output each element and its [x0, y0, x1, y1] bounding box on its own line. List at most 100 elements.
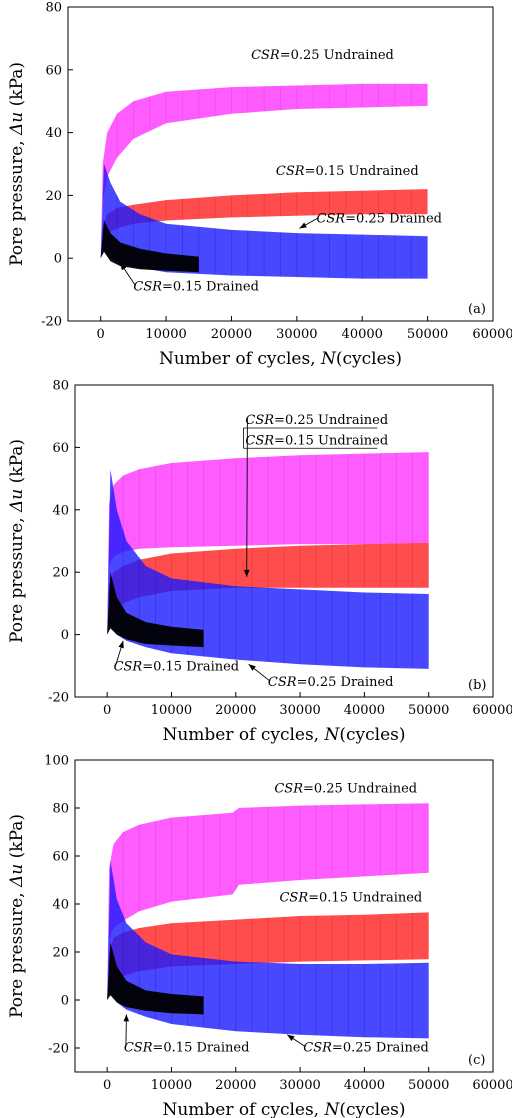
y-axis-label-unit: (kPa) — [7, 62, 27, 112]
x-tick-label: 10000 — [151, 703, 192, 718]
x-tick-label: 10000 — [145, 327, 186, 342]
y-tick-label: 40 — [45, 126, 62, 141]
y-tick-label: -20 — [48, 691, 69, 706]
annotation-var: CSR — [251, 48, 280, 63]
annotation-text: =0.15 Undrained — [274, 433, 388, 448]
series-band-4 — [100, 220, 199, 273]
y-axis-label-var: Δu — [7, 489, 27, 513]
annotation-arrowhead — [118, 640, 124, 649]
series-band-2 — [107, 912, 429, 1000]
y-tick-label: 20 — [52, 566, 69, 581]
y-axis-label-text: Pore pressure, — [7, 887, 27, 1018]
y-tick-label: 40 — [52, 503, 69, 518]
annotation-label-2: CSR=0.15 Undrained — [279, 891, 422, 906]
y-tick-label: 80 — [52, 379, 69, 394]
y-tick-label: 20 — [45, 189, 62, 204]
series-band-2 — [107, 542, 429, 635]
x-tick-label: 60000 — [472, 1078, 512, 1093]
y-axis-label-text: Pore pressure, — [7, 512, 27, 643]
y-axis-label-unit: (kPa) — [7, 439, 27, 489]
annotation-label-1: CSR=0.25 Undrained — [274, 781, 417, 796]
plot-area — [107, 803, 429, 1039]
y-tick-label: 20 — [52, 946, 69, 961]
x-tick-label: 0 — [103, 1078, 111, 1093]
annotation-text: =0.15 Undrained — [305, 164, 419, 179]
series-band-3 — [100, 164, 428, 279]
y-tick-label: -20 — [41, 315, 62, 330]
chart-panel-1: 0 10000 20000 30000 40000 50000 60000 -20 0 20 40 6… — [7, 1, 512, 370]
annotation-arrowhead — [287, 1034, 295, 1041]
annotation-label-4: CSR=0.15 Drained — [133, 280, 259, 295]
x-axis-label-var: N — [324, 1100, 341, 1118]
x-axis-label-var: N — [320, 349, 337, 369]
y-tick-label: 0 — [61, 628, 69, 643]
x-tick-label: 0 — [97, 327, 105, 342]
y-tick-label: 60 — [52, 441, 69, 456]
annotation-var: CSR — [124, 1041, 153, 1056]
series-band-3 — [107, 860, 429, 1039]
annotation-arrowhead — [248, 664, 256, 671]
annotation-text: =0.25 Undrained — [274, 413, 388, 428]
y-tick-label: 60 — [52, 850, 69, 865]
y-tick-label: 0 — [54, 252, 62, 267]
annotation-label-3: CSR=0.25 Drained — [268, 675, 394, 690]
annotation-var: CSR — [245, 413, 274, 428]
panel-label: (b) — [468, 678, 486, 693]
y-axis-label: Pore pressure, Δu (kPa) — [7, 439, 27, 643]
annotation-text: =0.15 Undrained — [308, 891, 422, 906]
annotation-var: CSR — [276, 164, 305, 179]
annotation-text: =0.15 Drained — [142, 659, 239, 674]
annotation-var: CSR — [279, 891, 308, 906]
annotation-text: =0.25 Drained — [297, 675, 394, 690]
x-tick-label: 20000 — [215, 703, 256, 718]
annotation-label-2: CSR=0.15 Undrained — [245, 433, 388, 448]
annotation-var: CSR — [245, 433, 274, 448]
x-axis-label-unit: (cycles) — [339, 1100, 405, 1118]
panel-label: (a) — [468, 302, 486, 317]
annotation-arrowhead — [299, 222, 307, 229]
x-tick-label: 50000 — [408, 703, 449, 718]
annotation-label-1: CSR=0.25 Undrained — [245, 413, 388, 428]
x-tick-label: 40000 — [344, 1078, 385, 1093]
annotation-var: CSR — [274, 781, 303, 796]
x-tick-label: 30000 — [279, 1078, 320, 1093]
series-band-4 — [107, 572, 204, 648]
x-tick-label: 40000 — [342, 327, 383, 342]
y-tick-label: 60 — [45, 63, 62, 78]
x-tick-label: 20000 — [215, 1078, 256, 1093]
x-tick-label: 0 — [103, 703, 111, 718]
x-tick-label: 30000 — [276, 327, 317, 342]
y-axis-label-unit: (kPa) — [7, 814, 27, 864]
x-axis-label-unit: (cycles) — [339, 725, 405, 745]
x-axis-label-text: Number of cycles, — [162, 725, 324, 745]
x-axis-label-text: Number of cycles, — [159, 349, 321, 369]
y-axis-label-var: Δu — [7, 112, 27, 136]
annotation-arrowhead — [123, 1014, 130, 1022]
x-axis-label-var: N — [324, 725, 341, 745]
annotation-text: =0.25 Undrained — [280, 48, 394, 63]
x-tick-label: 50000 — [407, 327, 448, 342]
y-axis-label-var: Δu — [7, 864, 27, 888]
annotation-text: =0.15 Drained — [153, 1041, 250, 1056]
annotation-var: CSR — [268, 675, 297, 690]
annotation-text: =0.25 Drained — [332, 1041, 429, 1056]
x-axis-label: Number of cycles, N(cycles) — [162, 725, 405, 745]
x-tick-label: 60000 — [472, 327, 512, 342]
annotation-label-4: CSR=0.15 Drained — [124, 1041, 250, 1056]
x-axis-label-unit: (cycles) — [336, 349, 402, 369]
panel-label: (c) — [468, 1053, 485, 1068]
x-axis-label-text: Number of cycles, — [162, 1100, 324, 1118]
plot-area — [100, 83, 428, 279]
annotation-label-3: CSR=0.25 Drained — [316, 212, 442, 227]
y-tick-label: 80 — [45, 1, 62, 16]
chart-panel-3: 0 10000 20000 30000 40000 50000 60000 -20 0 20 40 6… — [7, 754, 512, 1118]
annotation-text: =0.25 Undrained — [303, 781, 417, 796]
series-band-4 — [107, 942, 204, 1015]
annotation-arrowhead — [243, 569, 250, 577]
x-axis-label: Number of cycles, N(cycles) — [162, 1100, 405, 1118]
y-tick-label: -20 — [48, 1042, 69, 1057]
annotation-var: CSR — [316, 212, 345, 227]
series-band-3 — [107, 469, 429, 669]
chart-panel-2: 0 10000 20000 30000 40000 50000 60000 -20 0 20 40 6… — [7, 379, 512, 746]
x-tick-label: 30000 — [279, 703, 320, 718]
